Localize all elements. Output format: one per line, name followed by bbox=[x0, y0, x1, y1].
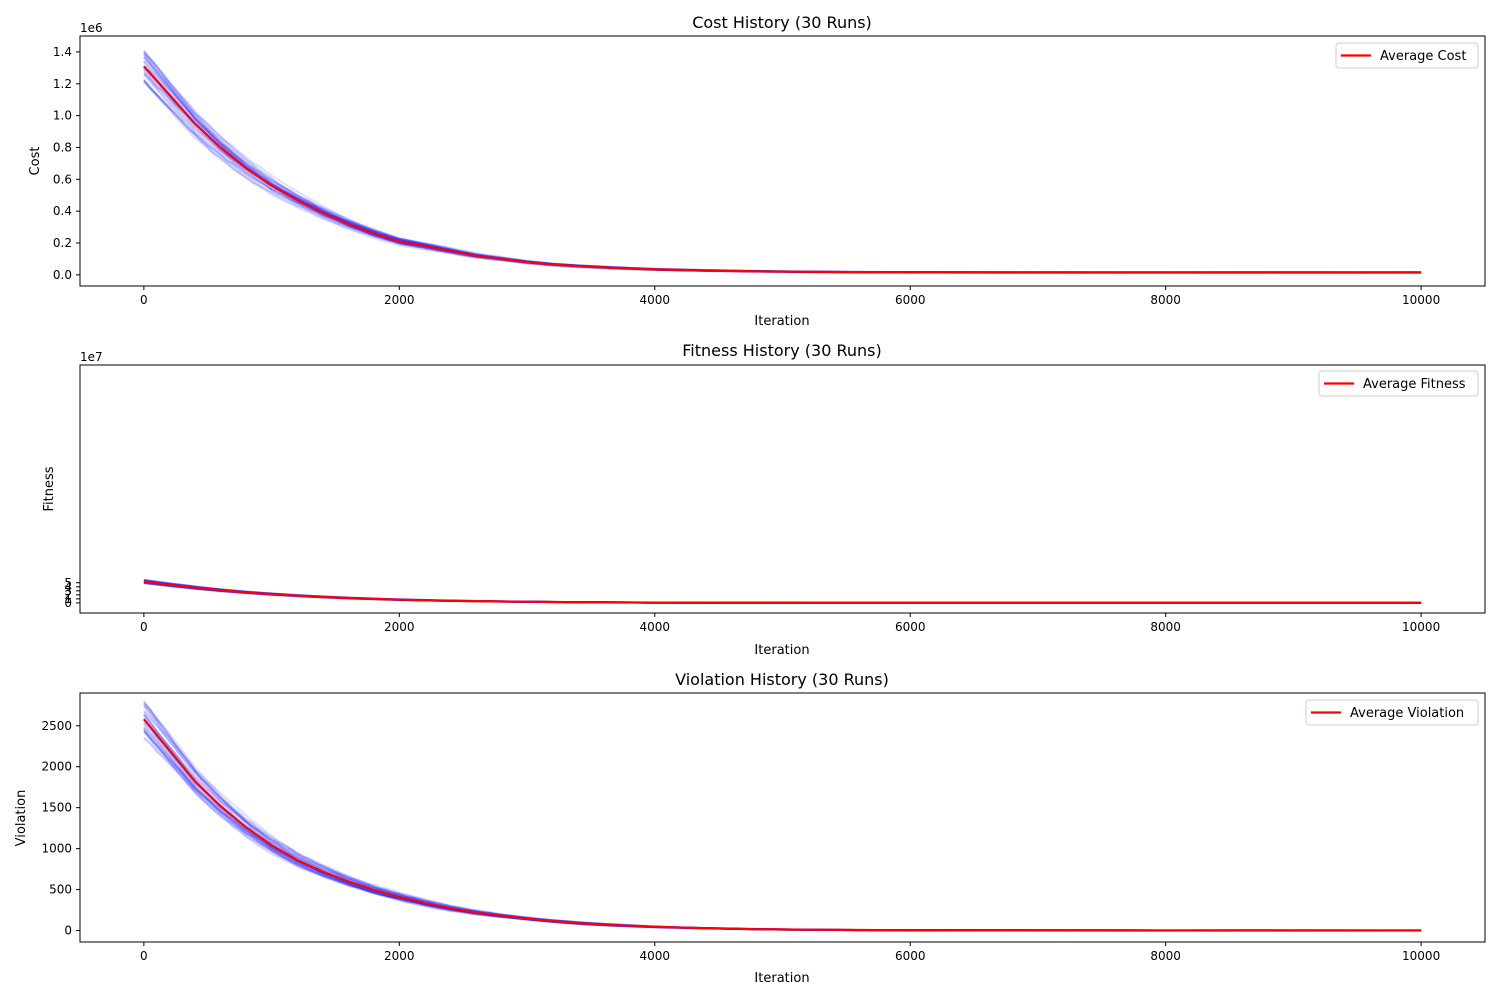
cost-x-tick-label: 4000 bbox=[639, 293, 670, 307]
fitness-y-tick-label: 1 bbox=[64, 592, 72, 606]
violation-x-tick-label: 0 bbox=[140, 949, 148, 963]
fitness-y-tick-label: 2 bbox=[64, 588, 72, 602]
cost-legend: Average Cost bbox=[1335, 42, 1479, 69]
fitness-y-offset-label: 1e7 bbox=[80, 350, 103, 364]
fitness-y-tick-label: 4 bbox=[64, 580, 72, 594]
violation-y-tick-label: 500 bbox=[49, 883, 72, 897]
violation-legend-box bbox=[1305, 699, 1479, 726]
fitness-y-tick-label: 0 bbox=[64, 596, 72, 610]
violation-y-tick-label: 2000 bbox=[41, 760, 72, 774]
fitness-legend: Average Fitness bbox=[1318, 370, 1479, 397]
violation-y-axis-label: Violation bbox=[14, 790, 29, 847]
fitness-average-line bbox=[143, 580, 1422, 605]
cost-average-line bbox=[143, 65, 1422, 274]
cost-chart-title: Cost History (30 Runs) bbox=[692, 13, 872, 32]
violation-x-tick-label: 4000 bbox=[639, 949, 670, 963]
violation-y-tick-label: 0 bbox=[64, 924, 72, 938]
violation-legend-label: Average Violation bbox=[1350, 706, 1464, 721]
cost-x-tick-label: 0 bbox=[140, 293, 148, 307]
fitness-y-tick-label: 5 bbox=[64, 576, 72, 590]
fitness-y-axis-label: Fitness bbox=[42, 466, 57, 511]
cost-x-tick-label: 6000 bbox=[895, 293, 926, 307]
violation-y-tick-label: 2500 bbox=[41, 719, 72, 733]
cost-x-tick-label: 10000 bbox=[1402, 293, 1440, 307]
fitness-plot-frame bbox=[79, 364, 1486, 614]
fitness-legend-label: Average Fitness bbox=[1363, 377, 1466, 392]
violation-plot-area bbox=[80, 693, 1485, 942]
violation-y-tick-label: 1500 bbox=[41, 801, 72, 815]
cost-x-tick-label: 2000 bbox=[384, 293, 415, 307]
cost-y-offset-label: 1e6 bbox=[80, 21, 103, 35]
violation-chart-title: Violation History (30 Runs) bbox=[675, 670, 889, 689]
violation-history-panel: 0 2000 4000 6000 8000 10000 0 500 1000 1500 2000 2… bbox=[14, 670, 1486, 986]
cost-y-tick-label: 0.0 bbox=[53, 268, 72, 282]
violation-y-tick-label: 1000 bbox=[41, 842, 72, 856]
fitness-plot-area bbox=[80, 365, 1485, 613]
fitness-chart-title: Fitness History (30 Runs) bbox=[682, 341, 881, 360]
fitness-y-tick-label: 3 bbox=[64, 584, 72, 598]
cost-y-tick-label: 0.2 bbox=[53, 236, 72, 250]
fitness-x-tick-label: 0 bbox=[140, 620, 148, 634]
cost-y-tick-label: 0.6 bbox=[53, 172, 72, 186]
cost-y-tick-label: 0.4 bbox=[53, 204, 72, 218]
cost-x-tick-label: 8000 bbox=[1150, 293, 1181, 307]
cost-legend-box bbox=[1335, 42, 1479, 69]
violation-average-line bbox=[143, 718, 1422, 932]
cost-y-tick-label: 1.0 bbox=[53, 109, 72, 123]
fitness-legend-box bbox=[1318, 370, 1479, 397]
fitness-x-tick-label: 6000 bbox=[895, 620, 926, 634]
cost-legend-label: Average Cost bbox=[1380, 49, 1466, 64]
fitness-x-tick-label: 4000 bbox=[639, 620, 670, 634]
violation-x-tick-label: 2000 bbox=[384, 949, 415, 963]
cost-y-axis-label: Cost bbox=[28, 147, 43, 176]
cost-plot-area bbox=[80, 36, 1485, 286]
fitness-x-axis-label: Iteration bbox=[754, 643, 809, 658]
cost-y-tick-label: 1.2 bbox=[53, 77, 72, 91]
cost-y-tick-label: 0.8 bbox=[53, 140, 72, 154]
violation-x-tick-label: 6000 bbox=[895, 949, 926, 963]
cost-y-tick-label: 1.4 bbox=[53, 45, 72, 59]
cost-history-panel: 0 2000 4000 6000 8000 10000 0.0 0.2 0.4 0.6 0.8 1.… bbox=[28, 13, 1486, 329]
violation-x-tick-label: 10000 bbox=[1402, 949, 1440, 963]
fitness-x-tick-label: 2000 bbox=[384, 620, 415, 634]
violation-x-axis-label: Iteration bbox=[754, 971, 809, 986]
violation-x-tick-label: 8000 bbox=[1150, 949, 1181, 963]
fitness-x-tick-label: 10000 bbox=[1402, 620, 1440, 634]
violation-legend: Average Violation bbox=[1305, 699, 1479, 726]
fitness-x-tick-label: 8000 bbox=[1150, 620, 1181, 634]
cost-plot-frame bbox=[79, 35, 1486, 287]
violation-plot-frame bbox=[79, 692, 1486, 943]
cost-x-axis-label: Iteration bbox=[754, 314, 809, 329]
